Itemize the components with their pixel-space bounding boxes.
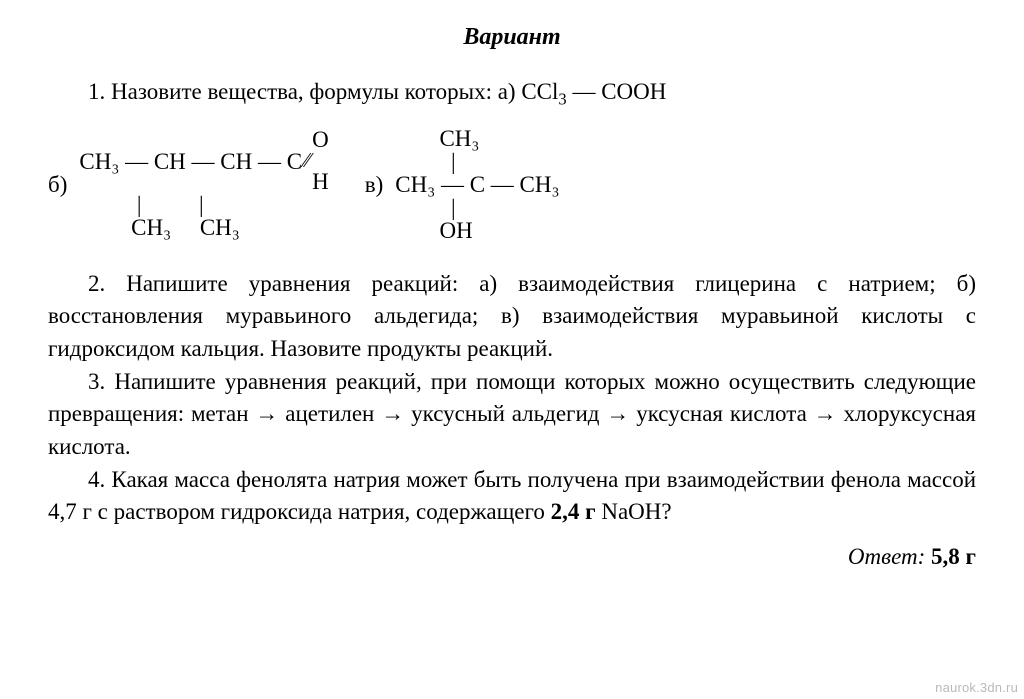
formula-v-bot: OH: [365, 219, 560, 242]
q1-lead: 1. Назовите вещества, формулы которых: а…: [88, 79, 558, 104]
formula-b-bot: CH₃ CH₃: [79, 216, 320, 239]
formula-v-top: CH₃: [365, 127, 560, 150]
answer-label: Ответ:: [848, 544, 925, 569]
aldehyde-group: O⁄⁄H: [304, 129, 321, 193]
question-3: 3. Напишите уравнения реакций, при помощ…: [48, 366, 976, 464]
answer-line: Ответ: 5,8 г: [48, 541, 976, 574]
formula-v-vbot: |: [365, 196, 560, 219]
formula-b-main: CH₃ — CH — CH — C: [79, 150, 302, 173]
formula-v-label: в): [365, 173, 384, 196]
question-4: 4. Какая масса фенолята натрия может быт…: [48, 464, 976, 529]
answer-value: 5,8 г: [925, 544, 976, 569]
q1-tail: — COOH: [567, 79, 667, 104]
formula-v-vtop: |: [365, 150, 560, 173]
question-1: 1. Назовите вещества, формулы которых: а…: [48, 76, 976, 109]
variant-title: Вариант: [48, 20, 976, 54]
formula-b-label: б): [48, 173, 67, 196]
formula-b-vbot: | |: [79, 193, 320, 216]
formula-v-main: CH₃ — C — CH₃: [395, 173, 559, 196]
worksheet-page: Вариант 1. Назовите вещества, формулы ко…: [0, 0, 1024, 584]
watermark: naurok.3dn.ru: [935, 680, 1018, 695]
q4-part-b: 2,4 г: [551, 499, 596, 524]
q1-sub: 3: [558, 90, 566, 109]
q4-part-a: 4. Какая масса фенолята натрия может быт…: [48, 467, 976, 525]
structural-formulas-row: б) CH₃ — CH — CH — CO⁄⁄H | | CH₃ CH₃ CH₃…: [48, 127, 976, 242]
q4-part-c: NaOH?: [596, 499, 672, 524]
question-2: 2. Напишите уравнения реакций: а) взаимо…: [48, 268, 976, 366]
formula-b: б) CH₃ — CH — CH — CO⁄⁄H | | CH₃ CH₃: [48, 129, 321, 239]
formula-v: CH₃ | в) CH₃ — C — CH₃ | OH: [365, 127, 560, 242]
